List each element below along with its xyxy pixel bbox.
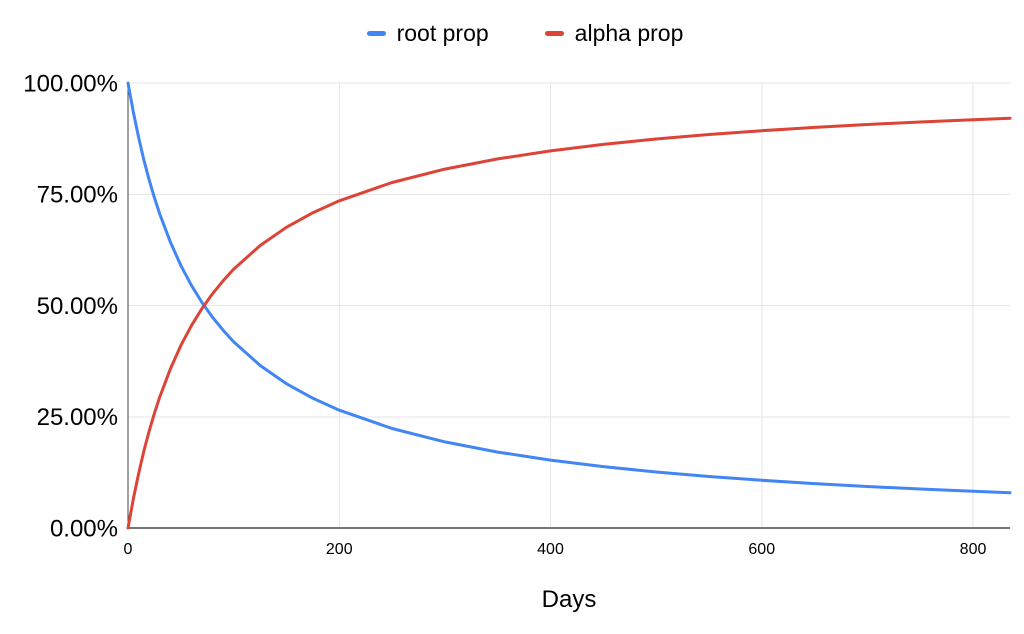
chart-legend: root prop alpha prop xyxy=(0,19,1024,47)
y-tick-label: 25.00% xyxy=(37,404,118,431)
x-tick-label: 0 xyxy=(124,541,133,558)
x-tick-label: 600 xyxy=(748,541,775,558)
series-line-root-prop xyxy=(126,81,1012,495)
legend-swatch-root-prop-icon xyxy=(366,30,386,36)
y-tick-label: 100.00% xyxy=(23,70,118,97)
y-tick-label: 50.00% xyxy=(37,293,118,320)
legend-label-alpha-prop: alpha prop xyxy=(574,20,684,46)
legend-swatch-alpha-prop-icon xyxy=(544,30,564,36)
legend-item-alpha-prop[interactable]: alpha prop xyxy=(544,19,684,47)
legend-label-root-prop: root prop xyxy=(396,20,489,46)
x-tick-label: 200 xyxy=(326,541,353,558)
x-tick-label: 800 xyxy=(960,541,987,558)
x-tick-label: 400 xyxy=(537,541,564,558)
y-tick-label: 0.00% xyxy=(50,515,118,542)
series-line-alpha-prop xyxy=(126,116,1012,530)
legend-item-root-prop[interactable]: root prop xyxy=(366,19,489,47)
x-axis-title: Days xyxy=(541,586,597,613)
y-tick-label: 75.00% xyxy=(37,182,118,209)
